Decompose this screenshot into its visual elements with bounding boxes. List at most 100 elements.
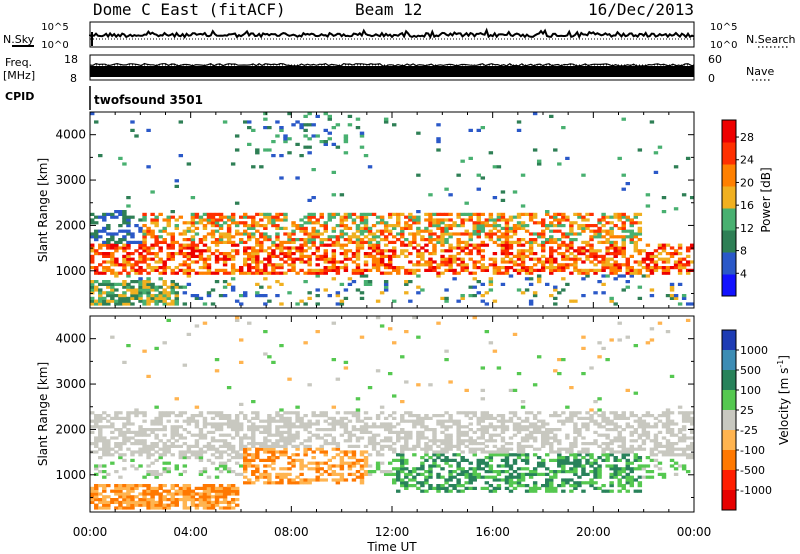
power-cell	[452, 224, 457, 228]
velocity-cell	[601, 416, 606, 420]
power-cell	[436, 238, 441, 242]
power-cell	[267, 263, 272, 267]
velocity-cell	[504, 419, 510, 423]
velocity-colorbar-swatch	[722, 410, 736, 431]
power-cell	[122, 257, 127, 261]
velocity-cell	[649, 453, 655, 457]
velocity-cell	[263, 458, 268, 462]
power-cell	[251, 260, 256, 264]
velocity-cell	[335, 453, 341, 457]
power-cell	[440, 271, 445, 275]
velocity-cell	[154, 442, 159, 446]
velocity-cell	[412, 475, 417, 479]
power-cell	[158, 277, 163, 281]
power-cell	[621, 243, 626, 247]
velocity-cell	[150, 500, 155, 504]
power-cell	[355, 263, 361, 267]
velocity-cell	[214, 500, 220, 504]
velocity-cell	[150, 492, 155, 496]
power-cell	[222, 221, 228, 225]
velocity-cell	[545, 428, 550, 432]
velocity-cell	[379, 461, 385, 465]
velocity-cell	[379, 324, 385, 328]
velocity-cell	[114, 428, 119, 432]
velocity-cell	[234, 503, 240, 507]
power-cell	[363, 260, 369, 264]
power-cell	[315, 257, 320, 261]
power-cell	[331, 215, 337, 219]
power-cell	[609, 299, 614, 303]
power-cell	[243, 232, 248, 236]
velocity-cell	[609, 464, 614, 468]
velocity-cell	[275, 419, 280, 423]
velocity-cell	[279, 450, 284, 454]
power-cell	[162, 266, 167, 270]
velocity-cell	[416, 442, 421, 446]
power-cell	[532, 240, 538, 244]
power-cell	[508, 226, 514, 230]
power-cell	[396, 238, 401, 242]
velocity-cell	[134, 430, 139, 434]
velocity-cell	[496, 366, 502, 370]
power-cell	[174, 296, 179, 300]
velocity-cell	[339, 419, 345, 423]
velocity-cell	[267, 433, 272, 437]
power-cell	[267, 148, 272, 152]
power-cell	[508, 229, 514, 233]
velocity-cell	[130, 503, 135, 507]
velocity-cell	[617, 321, 622, 325]
velocity-cell	[617, 472, 622, 476]
velocity-cell	[126, 414, 131, 418]
velocity-cell	[613, 470, 618, 474]
power-cell	[424, 229, 429, 233]
velocity-cell	[657, 467, 663, 471]
power-cell	[649, 120, 655, 124]
power-cell	[182, 291, 188, 295]
power-cell	[516, 252, 522, 256]
velocity-cell	[295, 416, 300, 420]
velocity-cell	[480, 388, 486, 392]
power-cell	[198, 218, 204, 222]
velocity-cell	[114, 486, 119, 490]
power-cell	[154, 215, 159, 219]
velocity-cell	[279, 425, 284, 429]
power-cell	[480, 294, 486, 298]
velocity-cell	[114, 411, 119, 415]
velocity-cell	[524, 458, 530, 462]
power-cell	[629, 254, 634, 258]
velocity-cell	[448, 433, 453, 437]
velocity-cell	[532, 436, 538, 440]
power-cell	[122, 210, 127, 214]
velocity-cell	[653, 425, 659, 429]
velocity-cell	[271, 444, 276, 448]
velocity-cell	[512, 422, 518, 426]
power-cell	[629, 240, 634, 244]
velocity-cell	[609, 419, 614, 423]
velocity-cell	[178, 414, 184, 418]
velocity-cell	[371, 442, 377, 446]
power-cell	[138, 285, 143, 289]
velocity-cell	[158, 472, 163, 476]
power-cell	[448, 266, 453, 270]
velocity-cell	[114, 416, 119, 420]
velocity-cell	[440, 414, 445, 418]
power-cell	[593, 257, 598, 261]
velocity-cell	[146, 428, 151, 432]
power-cell	[283, 240, 288, 244]
power-cell	[504, 218, 510, 222]
velocity-cell	[581, 456, 586, 460]
power-cell	[561, 252, 566, 256]
velocity-cell	[621, 411, 626, 415]
velocity-cell	[134, 439, 139, 443]
power-cell	[186, 282, 192, 286]
power-cell	[323, 142, 328, 146]
velocity-cell	[275, 456, 280, 460]
power-cell	[448, 263, 453, 267]
power-cell	[178, 268, 184, 272]
velocity-cell	[613, 472, 618, 476]
velocity-cell	[295, 447, 300, 451]
power-cell	[315, 232, 320, 236]
velocity-cell	[279, 444, 284, 448]
velocity-cell	[392, 442, 397, 446]
velocity-cell	[194, 453, 200, 457]
